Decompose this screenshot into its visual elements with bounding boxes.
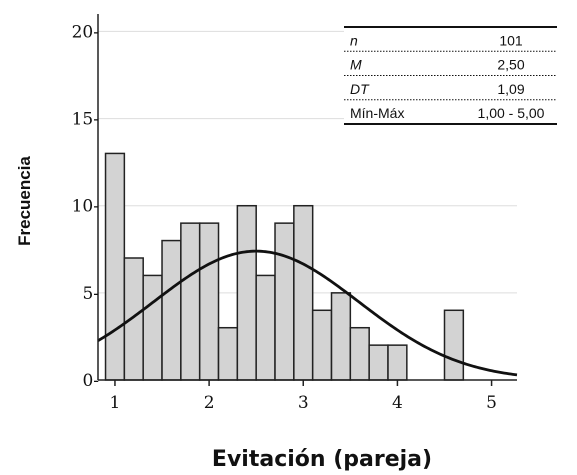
histogram-bar [217,326,239,381]
histogram-bar [180,222,201,381]
x-tick-label: 5 [486,393,497,413]
histogram-bar [142,274,163,381]
stats-row-label: n [350,32,358,48]
stats-row-value: 2,50 [497,57,524,73]
histogram-bar [104,152,126,381]
x-tick-label: 3 [298,393,309,413]
histogram-bar [330,292,352,381]
x-axis-title: Evitación (pareja) [212,447,432,472]
x-ticks: 1 2 3 4 5 [110,380,497,413]
y-tick-label: 0- [82,371,99,391]
x-tick-label: 1 [110,393,121,413]
histogram-bar [368,344,389,381]
stats-table-rows: n 101 M 2,50 DT 1,09 Mín-Máx 1,00 - 5,00 [344,32,557,121]
histogram-bar [123,257,144,381]
histogram-bar [443,309,465,381]
normal-curve [97,249,518,377]
histogram-bar [387,344,408,381]
axes [97,14,517,381]
histogram-bar [311,309,333,381]
y-tick-label: 20- [72,22,99,42]
histogram-bar [255,274,276,381]
stats-row-value: 1,09 [497,81,524,97]
stats-row-value: 101 [499,32,523,48]
histogram-bar [293,204,314,381]
x-tick-label: 2 [204,393,215,413]
stats-row-label: M [350,57,362,73]
stats-row-label: DT [350,81,370,97]
histogram-bars [104,152,465,381]
y-axis-title: Frecuencia [15,156,34,246]
histogram-bar [349,326,370,381]
y-tick-label: 10- [72,197,99,217]
stats-row-label: Mín-Máx [350,105,404,121]
histogram-bar [274,222,295,381]
stats-table-background [344,22,557,126]
stats-table: n 101 M 2,50 DT 1,09 Mín-Máx 1,00 - 5,00 [344,22,557,126]
y-tick-label: 15- [72,110,99,130]
histogram-bar [161,239,182,381]
x-tick-label: 4 [392,393,403,413]
y-ticks: 0- 5- 10- 15- 20- [72,22,99,391]
y-tick-label: 5- [82,284,99,304]
stats-row-value: 1,00 - 5,00 [478,105,545,121]
histogram-bar [198,222,220,381]
histogram-bar [236,204,257,381]
